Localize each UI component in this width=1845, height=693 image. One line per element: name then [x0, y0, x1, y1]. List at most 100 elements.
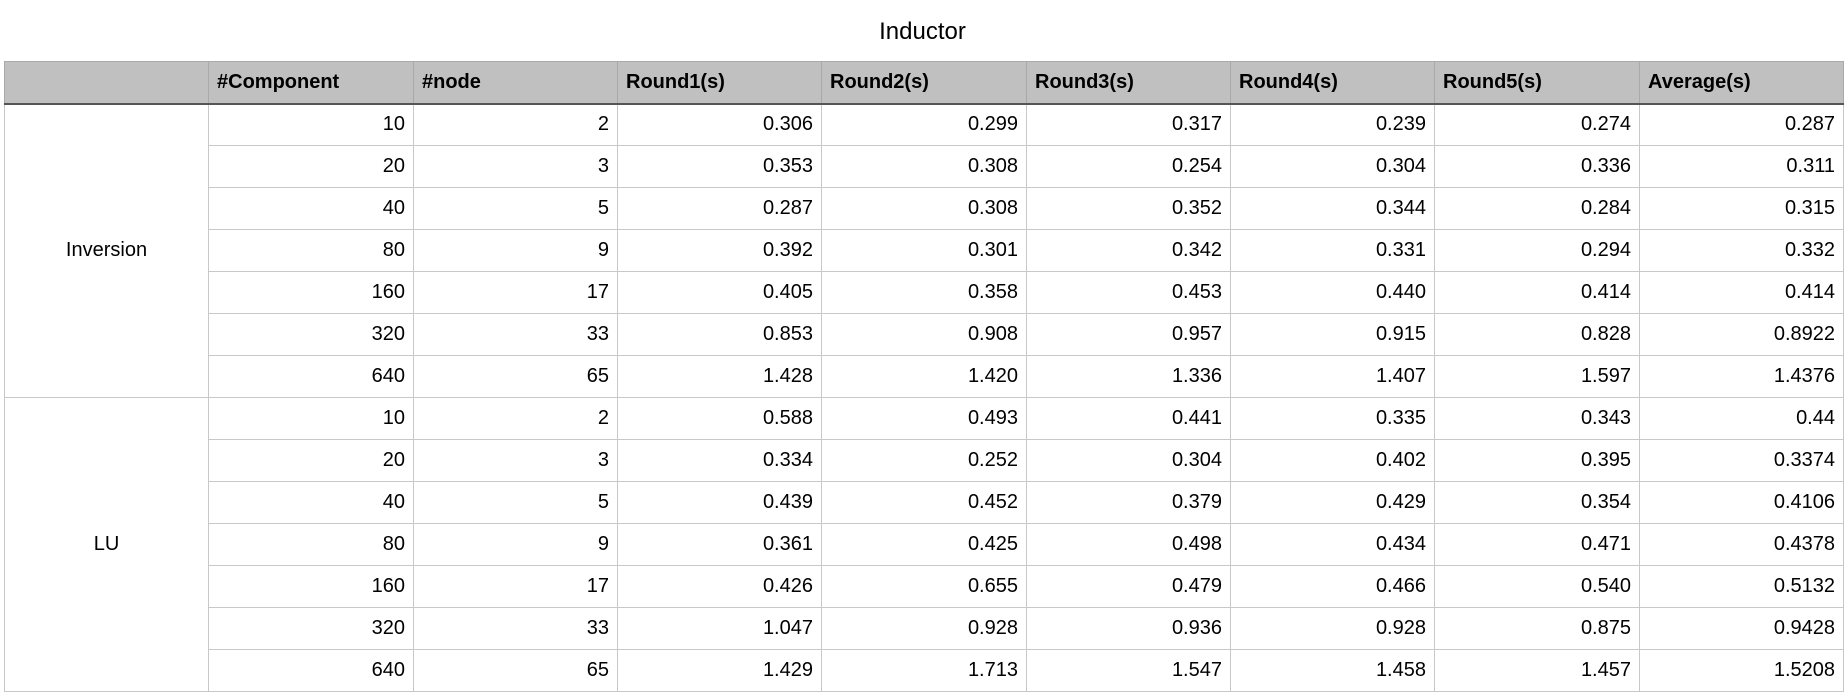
cell-round4[interactable]: 0.331 [1230, 229, 1435, 272]
cell-round3[interactable]: 0.254 [1026, 145, 1231, 188]
cell-round3[interactable]: 0.498 [1026, 523, 1231, 566]
cell-round4[interactable]: 0.304 [1230, 145, 1435, 188]
cell-average[interactable]: 0.4106 [1639, 481, 1844, 524]
cell-round1[interactable]: 0.353 [617, 145, 822, 188]
cell-average[interactable]: 0.315 [1639, 187, 1844, 230]
cell-node[interactable]: 2 [413, 103, 618, 146]
cell-round1[interactable]: 0.306 [617, 103, 822, 146]
cell-round3[interactable]: 1.336 [1026, 355, 1231, 398]
cell-node[interactable]: 2 [413, 397, 618, 440]
header-cell-round3[interactable]: Round3(s) [1026, 61, 1231, 105]
cell-round2[interactable]: 0.908 [821, 313, 1027, 356]
cell-component[interactable]: 40 [208, 187, 414, 230]
cell-node[interactable]: 5 [413, 481, 618, 524]
cell-node[interactable]: 5 [413, 187, 618, 230]
header-cell-node[interactable]: #node [413, 61, 618, 105]
cell-round4[interactable]: 1.458 [1230, 649, 1435, 692]
cell-round4[interactable]: 0.429 [1230, 481, 1435, 524]
cell-average[interactable]: 0.414 [1639, 271, 1844, 314]
header-cell-round5[interactable]: Round5(s) [1434, 61, 1640, 105]
cell-round2[interactable]: 0.358 [821, 271, 1027, 314]
cell-round4[interactable]: 0.239 [1230, 103, 1435, 146]
cell-average[interactable]: 0.4378 [1639, 523, 1844, 566]
header-cell-round1[interactable]: Round1(s) [617, 61, 822, 105]
cell-node[interactable]: 65 [413, 355, 618, 398]
cell-node[interactable]: 17 [413, 271, 618, 314]
cell-component[interactable]: 10 [208, 397, 414, 440]
cell-node[interactable]: 9 [413, 523, 618, 566]
cell-round2[interactable]: 0.252 [821, 439, 1027, 482]
cell-component[interactable]: 10 [208, 103, 414, 146]
cell-round2[interactable]: 0.308 [821, 187, 1027, 230]
cell-round5[interactable]: 0.828 [1434, 313, 1640, 356]
cell-average[interactable]: 0.44 [1639, 397, 1844, 440]
cell-round5[interactable]: 0.294 [1434, 229, 1640, 272]
cell-node[interactable]: 3 [413, 145, 618, 188]
cell-average[interactable]: 0.5132 [1639, 565, 1844, 608]
cell-round3[interactable]: 0.453 [1026, 271, 1231, 314]
cell-average[interactable]: 0.332 [1639, 229, 1844, 272]
header-cell-round2[interactable]: Round2(s) [821, 61, 1027, 105]
cell-round1[interactable]: 0.853 [617, 313, 822, 356]
cell-round2[interactable]: 0.308 [821, 145, 1027, 188]
cell-node[interactable]: 3 [413, 439, 618, 482]
cell-round5[interactable]: 0.414 [1434, 271, 1640, 314]
cell-average[interactable]: 0.8922 [1639, 313, 1844, 356]
cell-round3[interactable]: 0.441 [1026, 397, 1231, 440]
cell-component[interactable]: 80 [208, 523, 414, 566]
cell-round2[interactable]: 0.299 [821, 103, 1027, 146]
group-label-cell[interactable]: LU [4, 397, 209, 692]
cell-round2[interactable]: 0.301 [821, 229, 1027, 272]
cell-round4[interactable]: 0.402 [1230, 439, 1435, 482]
cell-round1[interactable]: 1.047 [617, 607, 822, 650]
cell-round1[interactable]: 0.361 [617, 523, 822, 566]
header-cell-average[interactable]: Average(s) [1639, 61, 1844, 105]
cell-round4[interactable]: 0.440 [1230, 271, 1435, 314]
cell-component[interactable]: 640 [208, 355, 414, 398]
cell-node[interactable]: 9 [413, 229, 618, 272]
header-cell-component[interactable]: #Component [208, 61, 414, 105]
cell-node[interactable]: 65 [413, 649, 618, 692]
cell-node[interactable]: 33 [413, 607, 618, 650]
cell-round1[interactable]: 0.588 [617, 397, 822, 440]
cell-round3[interactable]: 0.342 [1026, 229, 1231, 272]
cell-round3[interactable]: 0.936 [1026, 607, 1231, 650]
cell-round3[interactable]: 0.317 [1026, 103, 1231, 146]
cell-round5[interactable]: 1.597 [1434, 355, 1640, 398]
cell-component[interactable]: 40 [208, 481, 414, 524]
cell-round3[interactable]: 0.352 [1026, 187, 1231, 230]
cell-round2[interactable]: 0.655 [821, 565, 1027, 608]
cell-average[interactable]: 1.4376 [1639, 355, 1844, 398]
cell-component[interactable]: 80 [208, 229, 414, 272]
cell-round1[interactable]: 0.439 [617, 481, 822, 524]
cell-round4[interactable]: 0.335 [1230, 397, 1435, 440]
cell-component[interactable]: 320 [208, 607, 414, 650]
cell-round4[interactable]: 0.915 [1230, 313, 1435, 356]
cell-round1[interactable]: 0.405 [617, 271, 822, 314]
cell-round2[interactable]: 1.420 [821, 355, 1027, 398]
cell-round4[interactable]: 1.407 [1230, 355, 1435, 398]
header-cell-round4[interactable]: Round4(s) [1230, 61, 1435, 105]
cell-round5[interactable]: 0.354 [1434, 481, 1640, 524]
cell-round5[interactable]: 0.471 [1434, 523, 1640, 566]
cell-round1[interactable]: 0.426 [617, 565, 822, 608]
header-cell-group[interactable] [4, 61, 209, 105]
cell-component[interactable]: 20 [208, 439, 414, 482]
cell-average[interactable]: 0.287 [1639, 103, 1844, 146]
cell-round4[interactable]: 0.344 [1230, 187, 1435, 230]
cell-component[interactable]: 160 [208, 565, 414, 608]
cell-round1[interactable]: 1.428 [617, 355, 822, 398]
cell-round1[interactable]: 0.392 [617, 229, 822, 272]
cell-component[interactable]: 640 [208, 649, 414, 692]
cell-round3[interactable]: 0.379 [1026, 481, 1231, 524]
cell-average[interactable]: 1.5208 [1639, 649, 1844, 692]
cell-round5[interactable]: 0.284 [1434, 187, 1640, 230]
cell-round2[interactable]: 0.425 [821, 523, 1027, 566]
cell-round2[interactable]: 0.452 [821, 481, 1027, 524]
cell-round2[interactable]: 1.713 [821, 649, 1027, 692]
cell-average[interactable]: 0.3374 [1639, 439, 1844, 482]
cell-round1[interactable]: 0.287 [617, 187, 822, 230]
cell-node[interactable]: 17 [413, 565, 618, 608]
cell-round5[interactable]: 0.540 [1434, 565, 1640, 608]
cell-round5[interactable]: 0.336 [1434, 145, 1640, 188]
